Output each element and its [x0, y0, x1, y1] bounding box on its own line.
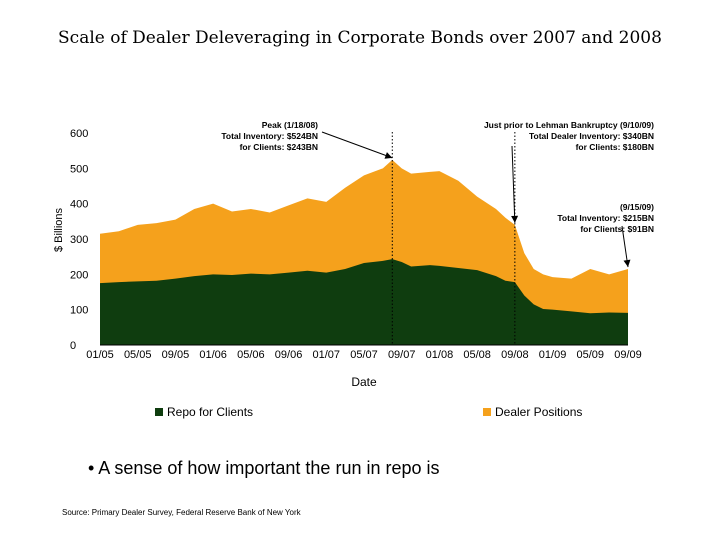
annotation-guides — [391, 132, 516, 345]
legend-label: Repo for Clients — [167, 405, 253, 419]
x-axis-label: Date — [351, 375, 377, 389]
annotation-text: for Clients: $243BN — [240, 142, 318, 152]
x-tick-label: 09/09 — [614, 349, 642, 361]
y-tick-label: 300 — [70, 234, 88, 246]
x-tick-label: 01/09 — [539, 349, 567, 361]
source-note: Source: Primary Dealer Survey, Federal R… — [62, 508, 301, 517]
x-tick-label: 05/07 — [350, 349, 378, 361]
x-tick-label: 09/06 — [275, 349, 303, 361]
x-tick-label: 05/09 — [577, 349, 605, 361]
annotation-text: Peak (1/18/08) — [262, 120, 318, 130]
y-tick-label: 600 — [70, 128, 88, 140]
annotation-arrow — [321, 131, 393, 159]
bullet-point: • A sense of how important the run in re… — [88, 458, 440, 478]
repo-for-clients-area — [100, 259, 628, 345]
annotation-arrowhead — [511, 215, 519, 223]
annotation-text: for Clients: $180BN — [576, 142, 654, 152]
annotation-arrowhead — [623, 259, 631, 268]
x-tick-label: 01/07 — [313, 349, 341, 361]
x-tick-label: 09/07 — [388, 349, 416, 361]
x-tick-label: 01/08 — [426, 349, 454, 361]
annotations: Peak (1/18/08)Total Inventory: $524BNfor… — [221, 120, 654, 268]
annotation-arrow — [511, 145, 516, 223]
x-tick-label: 09/05 — [162, 349, 190, 361]
x-tick-label: 05/05 — [124, 349, 152, 361]
chart-areas — [100, 159, 628, 345]
x-tick-label: 01/05 — [86, 349, 114, 361]
annotation-text: for Clients: $91BN — [580, 224, 654, 234]
y-tick-label: 500 — [70, 163, 88, 175]
annotation-arrowhead — [384, 152, 393, 159]
annotation-text: Total Inventory: $215BN — [557, 213, 654, 223]
annotation-text: Total Dealer Inventory: $340BN — [529, 131, 654, 141]
legend-label: Dealer Positions — [495, 405, 582, 419]
y-tick-label: 100 — [70, 305, 88, 317]
y-tick-label: 400 — [70, 199, 88, 211]
x-tick-label: 09/08 — [501, 349, 529, 361]
legend-swatch — [155, 408, 163, 416]
y-tick-labels: 0 100 200 300 400 500 600 — [70, 128, 88, 352]
legend: Repo for Clients Dealer Positions — [155, 405, 582, 419]
annotation-text: Just prior to Lehman Bankruptcy (9/10/09… — [484, 120, 654, 130]
x-tick-label: 05/06 — [237, 349, 265, 361]
x-tick-label: 01/06 — [199, 349, 227, 361]
x-tick-labels: 01/05 05/05 09/05 01/06 05/06 09/06 01/07 05/07… — [86, 349, 642, 361]
annotation-text: Total Inventory: $524BN — [221, 131, 318, 141]
y-axis-label: $ Billions — [53, 207, 65, 252]
y-tick-label: 0 — [70, 340, 76, 352]
y-tick-label: 200 — [70, 269, 88, 281]
x-tick-label: 05/08 — [463, 349, 491, 361]
annotation-text: (9/15/09) — [620, 202, 654, 212]
legend-swatch — [483, 408, 491, 416]
slide-title: Scale of Dealer Deleveraging in Corporat… — [58, 28, 662, 48]
